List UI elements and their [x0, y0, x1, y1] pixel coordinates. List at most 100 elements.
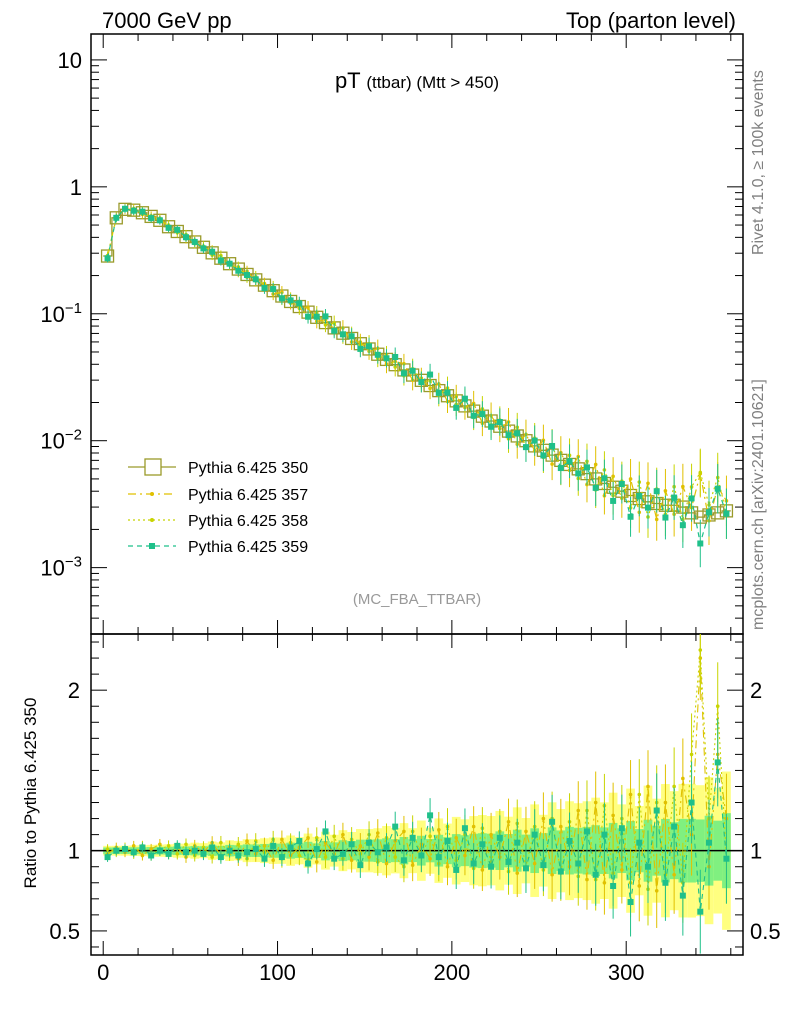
- ratio-point: [201, 845, 206, 850]
- series-point: [174, 226, 181, 233]
- series-point: [113, 214, 120, 221]
- series-point: [575, 470, 582, 477]
- ratio-y-tick-label-right: 0.5: [750, 919, 781, 944]
- ratio-point: [261, 855, 268, 862]
- ratio-point: [245, 839, 249, 843]
- ratio-y-label: Ratio to Pythia 6.425 350: [21, 698, 40, 889]
- series-point: [252, 276, 259, 283]
- series-point: [209, 248, 216, 255]
- ratio-point: [514, 839, 521, 846]
- series-point: [165, 224, 172, 231]
- mcplots-label: mcplots.cern.ch [arXiv:2401.10621]: [750, 379, 767, 630]
- ratio-point: [323, 840, 328, 845]
- ratio-point: [357, 862, 364, 869]
- ratio-point: [367, 855, 371, 859]
- ratio-point: [219, 840, 223, 845]
- ratio-point: [592, 871, 599, 878]
- ratio-point: [235, 852, 242, 859]
- y-tick-label: 10−3: [40, 554, 82, 581]
- legend-marker: [144, 458, 162, 476]
- series-point: [496, 418, 503, 425]
- series-point: [392, 353, 399, 360]
- ratio-point: [332, 834, 336, 839]
- x-tick-label: 300: [608, 960, 645, 985]
- series-point: [278, 295, 285, 302]
- series-point: [217, 257, 224, 264]
- ratio-point: [461, 825, 468, 832]
- series-point: [444, 389, 451, 396]
- ratio-point: [541, 816, 546, 821]
- ratio-point: [672, 872, 676, 877]
- ratio-point: [296, 838, 303, 845]
- series-point: [601, 475, 608, 482]
- series-point: [470, 412, 477, 419]
- legend-entry: Pythia 6.425 359: [128, 539, 308, 556]
- ratio-point: [313, 846, 320, 853]
- series-point: [427, 371, 434, 378]
- ratio-point: [393, 855, 398, 859]
- series-point: [566, 458, 573, 465]
- ratio-point: [515, 871, 520, 875]
- series-point: [723, 510, 730, 517]
- ratio-point: [540, 862, 547, 869]
- ratio-point: [392, 823, 399, 830]
- series-line: [106, 208, 728, 544]
- ratio-point: [654, 889, 659, 893]
- ratio-point: [270, 842, 277, 849]
- ratio-point: [618, 825, 625, 832]
- ratio-point: [183, 849, 190, 856]
- ratio-point: [410, 863, 415, 867]
- ratio-point: [663, 800, 668, 805]
- ratio-y-tick-label-right: 2: [750, 678, 762, 703]
- ratio-point: [496, 834, 503, 841]
- ratio-point: [418, 852, 425, 859]
- series-point: [139, 208, 146, 215]
- ratio-point: [662, 879, 669, 886]
- ratio-point: [409, 834, 416, 841]
- series-point: [479, 411, 486, 418]
- series-point: [681, 484, 685, 489]
- ratio-point: [427, 812, 434, 819]
- series-point: [130, 207, 137, 214]
- ratio-point: [489, 832, 493, 837]
- ratio-point: [557, 868, 564, 875]
- ratio-y-tick-label-left: 2: [68, 678, 80, 703]
- x-tick-label: 100: [259, 960, 296, 985]
- series-point: [409, 367, 416, 374]
- ratio-point: [583, 828, 590, 835]
- series-point: [611, 474, 615, 479]
- series-point: [662, 514, 669, 521]
- ratio-point: [305, 860, 312, 867]
- series-point: [688, 495, 695, 502]
- series-point: [418, 379, 425, 386]
- ratio-point: [436, 828, 441, 832]
- legend-entry: Pythia 6.425 357: [128, 487, 308, 504]
- ratio-point: [402, 829, 406, 834]
- series-point: [646, 481, 650, 486]
- ratio-point: [191, 847, 198, 854]
- series-point: [592, 484, 599, 491]
- x-tick-label: 200: [434, 960, 471, 985]
- ratio-point: [383, 844, 390, 851]
- ratio-point: [149, 847, 153, 851]
- ratio-y-tick-label-right: 1: [750, 839, 762, 864]
- analysis-tag: (MC_FBA_TTBAR): [353, 591, 481, 608]
- ratio-point: [532, 861, 537, 866]
- ratio-point: [636, 839, 643, 846]
- ratio-point: [445, 864, 450, 869]
- ratio-point: [140, 853, 145, 858]
- ratio-point: [331, 855, 338, 862]
- series-point: [549, 442, 556, 449]
- ratio-point: [278, 854, 285, 861]
- ratio-point: [688, 799, 695, 806]
- ratio-point: [349, 858, 354, 863]
- ratio-point: [156, 847, 163, 854]
- ratio-point: [611, 813, 615, 818]
- series-point: [698, 470, 703, 475]
- series-point: [714, 485, 721, 492]
- series-point: [540, 452, 547, 459]
- series-point: [636, 492, 643, 499]
- ratio-point: [435, 854, 442, 861]
- ratio-point: [576, 808, 581, 813]
